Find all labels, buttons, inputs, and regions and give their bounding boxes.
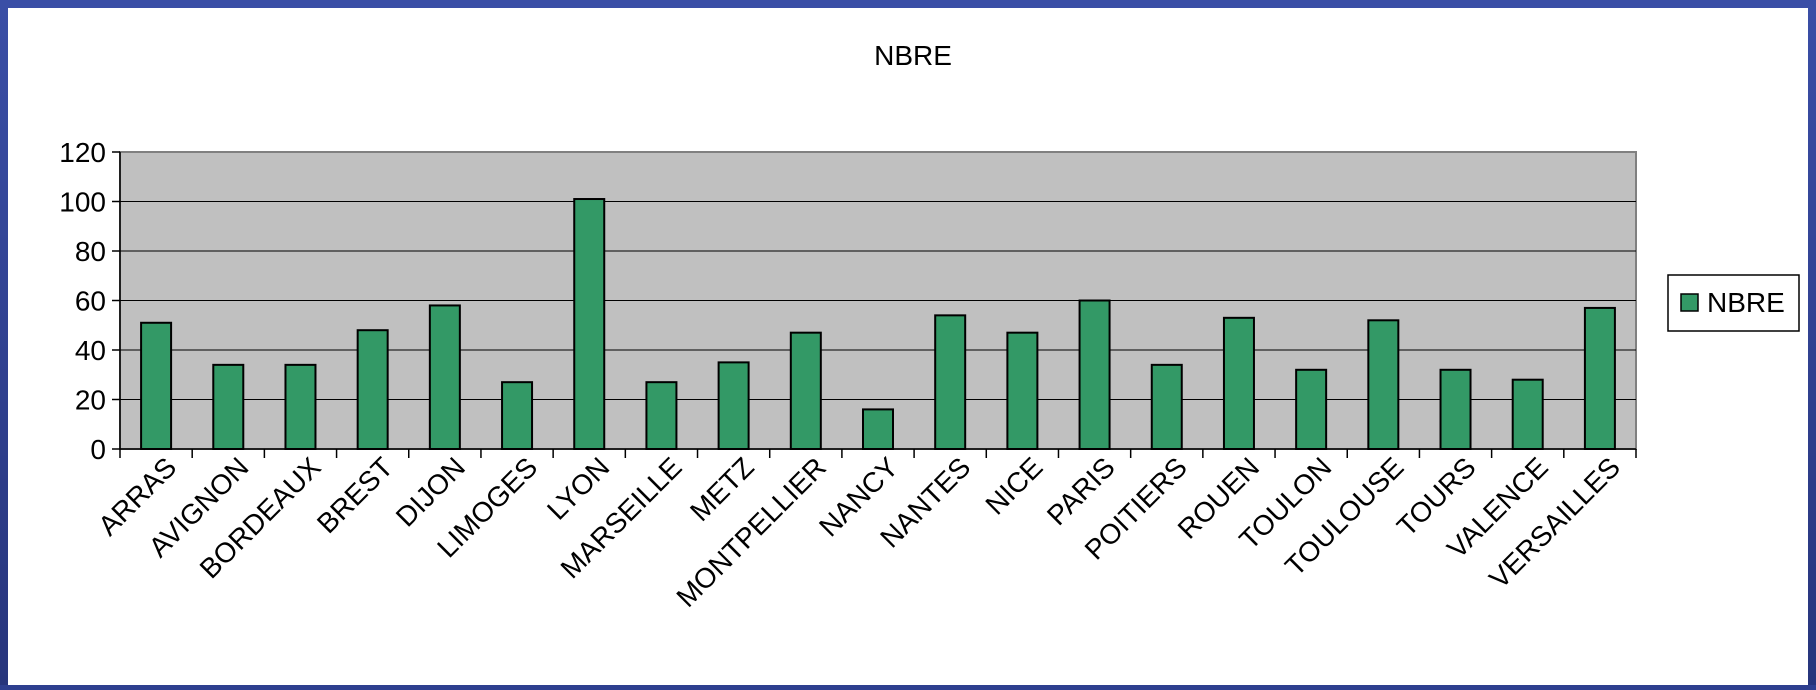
bar-marseille [645,381,678,450]
bar-paris [1078,299,1111,450]
x-tick-label: BREST [311,451,399,539]
y-tick-label: 0 [90,434,106,465]
y-tick-label: 120 [59,137,106,168]
bar-versailles [1583,306,1616,450]
bar-toulouse [1367,319,1400,450]
bar-montpellier [789,331,822,450]
legend-swatch [1680,293,1699,312]
chart-panel: NBRE 0 20 40 60 80 100 120 ARRAS AVIGNON BORDEAUX… [8,8,1808,685]
chart-title: NBRE [874,40,952,71]
bar-poitiers [1150,363,1183,451]
x-tick-label: VERSAILLES [1483,451,1626,594]
y-tick-label: 60 [75,286,106,317]
legend-label: NBRE [1707,287,1785,318]
y-tick-label: 40 [75,335,106,366]
bar-toulon [1295,368,1328,450]
bar-nancy [862,408,894,450]
y-tick-label: 20 [75,385,106,416]
legend: NBRE [1667,274,1800,332]
bar-chart: NBRE 020406080100120ARRASAVIGNONBORDEAUX… [59,40,1800,613]
bar-arras [140,321,173,450]
bar-bordeaux [284,363,317,451]
bar-rouen [1222,316,1255,451]
bar-brest [356,329,389,451]
bar-nantes [934,314,967,450]
bar-avignon [212,363,245,451]
bar-limoges [501,381,534,450]
x-tick-label: NICE [979,451,1048,520]
bar-valence [1511,378,1544,451]
y-tick-label: 100 [59,187,106,218]
bar-lyon [573,198,606,450]
y-tick-label: 80 [75,236,106,267]
bar-dijon [428,304,461,451]
bar-nice [1006,331,1039,450]
bar-tours [1439,368,1472,450]
bar-metz [717,361,750,450]
plot-area: 020406080100120ARRASAVIGNONBORDEAUXBREST… [59,137,1637,613]
